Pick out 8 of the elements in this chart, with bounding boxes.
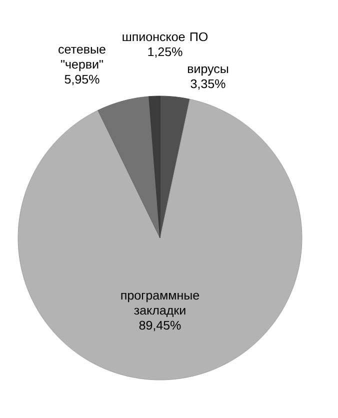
slice-label: вирусы (188, 66, 228, 76)
data-label: 3,35% (190, 79, 226, 90)
slice-label: шпионское ПО (122, 32, 208, 42)
data-label: 89,45% (139, 320, 181, 332)
data-label: 5,95% (64, 74, 100, 86)
slice-label: программные закладки (121, 292, 200, 318)
slice-label: сетевые "черви" (58, 46, 106, 72)
data-label: 1,25% (148, 47, 182, 58)
